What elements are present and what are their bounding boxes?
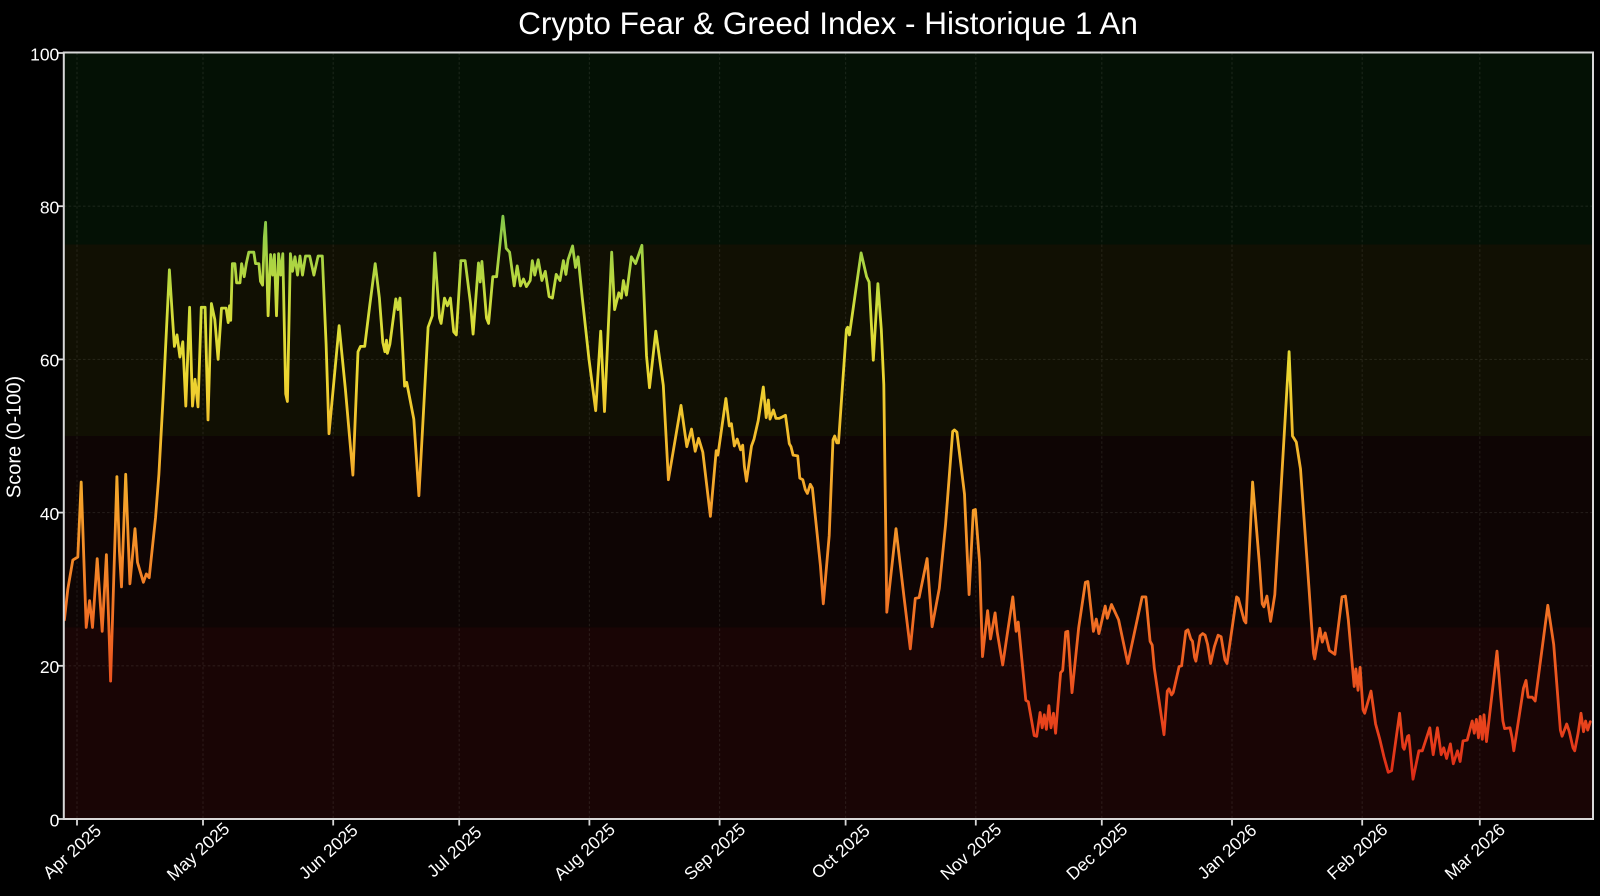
svg-text:Score (0-100): Score (0-100): [4, 376, 26, 498]
svg-text:40: 40: [40, 504, 60, 524]
svg-text:Crypto Fear & Greed Index - Hi: Crypto Fear & Greed Index - Historique 1…: [518, 5, 1138, 41]
svg-text:60: 60: [40, 351, 60, 371]
svg-text:20: 20: [40, 657, 60, 677]
svg-text:100: 100: [30, 44, 59, 64]
svg-text:80: 80: [40, 198, 60, 218]
svg-text:0: 0: [50, 810, 60, 830]
